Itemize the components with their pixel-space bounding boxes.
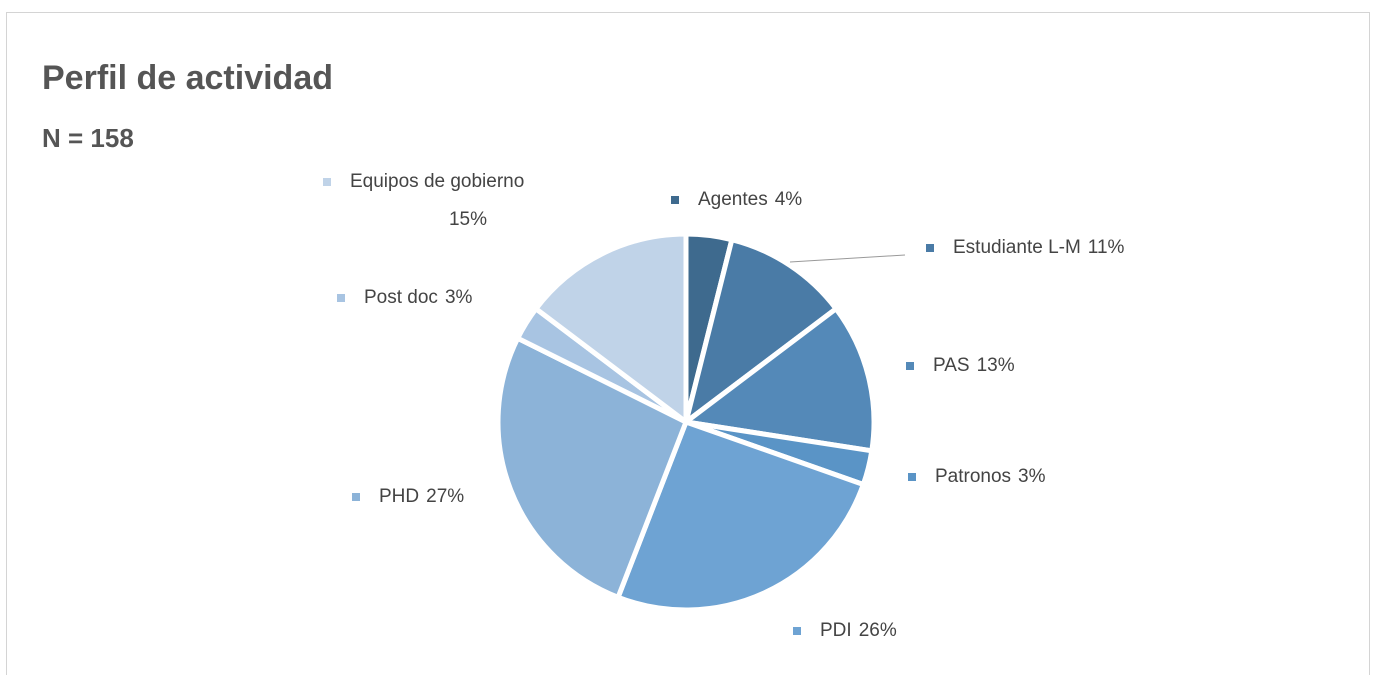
pie-slice <box>615 419 866 613</box>
legend-marker <box>323 178 331 186</box>
legend-marker <box>337 294 345 302</box>
pie-slice <box>683 237 839 425</box>
data-label-name: Estudiante L-M <box>953 237 1081 258</box>
pie-slice <box>683 306 877 454</box>
data-label-name: Agentes <box>698 189 768 210</box>
legend-marker <box>352 493 360 501</box>
data-label-name: Patronos <box>935 466 1011 487</box>
legend-marker <box>908 473 916 481</box>
legend-marker <box>906 362 914 370</box>
data-label-value: 15% <box>449 209 487 230</box>
data-label-value: 13% <box>977 355 1015 376</box>
data-label-name: Post doc <box>364 287 438 308</box>
data-label-name: PHD <box>379 486 419 507</box>
data-label-value: 3% <box>1018 466 1046 487</box>
legend-marker <box>926 244 934 252</box>
data-label-value: 4% <box>775 189 803 210</box>
chart-title: Perfil de actividad <box>42 59 333 97</box>
pie-slice <box>495 335 689 600</box>
data-label-value: 27% <box>426 486 464 507</box>
data-label-value: 26% <box>859 620 897 641</box>
leader-line <box>789 254 906 263</box>
data-label-value: 3% <box>445 287 473 308</box>
data-label-name: Equipos de gobierno <box>350 171 524 192</box>
legend-marker <box>671 196 679 204</box>
data-label-value: 11% <box>1088 237 1125 258</box>
data-label-name: PDI <box>820 620 852 641</box>
pie-slice <box>533 231 689 425</box>
data-label-name: PAS <box>933 355 970 376</box>
chart-subtitle: N = 158 <box>42 123 134 153</box>
legend-marker <box>793 627 801 635</box>
